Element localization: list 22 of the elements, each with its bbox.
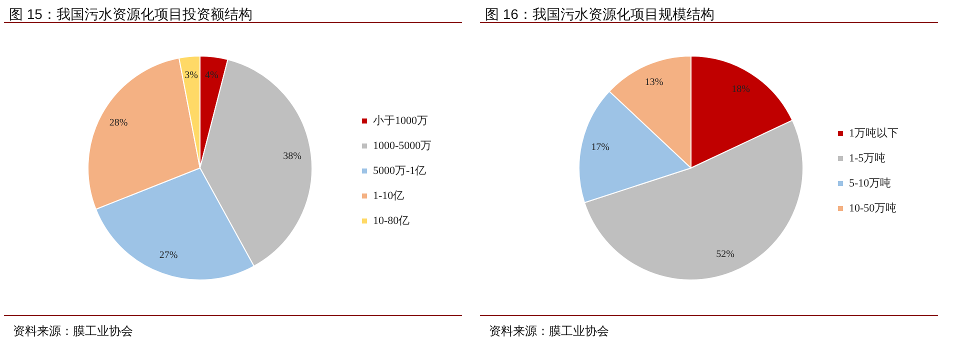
data-label: 3% (184, 70, 198, 81)
data-label: 38% (283, 150, 302, 162)
text: 资料来源：膜工业协会 (489, 324, 609, 338)
chart-title: 图 15：我国污水资源化项目投资额结构 (9, 6, 252, 22)
data-label: 28% (109, 118, 128, 129)
legend-label: 5000万-1亿 (373, 165, 426, 177)
legend-label: 1万吨以下 (849, 126, 898, 140)
data-label: 17% (591, 142, 610, 154)
legend-label: 1-5万吨 (849, 152, 886, 164)
data-label: 18% (732, 84, 750, 95)
data-label: 13% (644, 77, 664, 88)
legend-label: 1-10亿 (373, 190, 404, 202)
legend-label: 小于1000万 (373, 114, 428, 127)
legend-label: 10-80亿 (373, 215, 410, 227)
legend-label: 10-50万吨 (849, 202, 897, 214)
text: 资料来源：膜工业协会 (13, 324, 133, 338)
data-label: 52% (716, 248, 734, 260)
legend-label: 5-10万吨 (849, 176, 892, 190)
chart-title: 图 16：我国污水资源化项目规模结构 (485, 6, 714, 22)
data-label: 4% (204, 70, 218, 82)
data-label: 27% (159, 250, 178, 261)
legend-label: 1000-5000万 (373, 140, 432, 152)
